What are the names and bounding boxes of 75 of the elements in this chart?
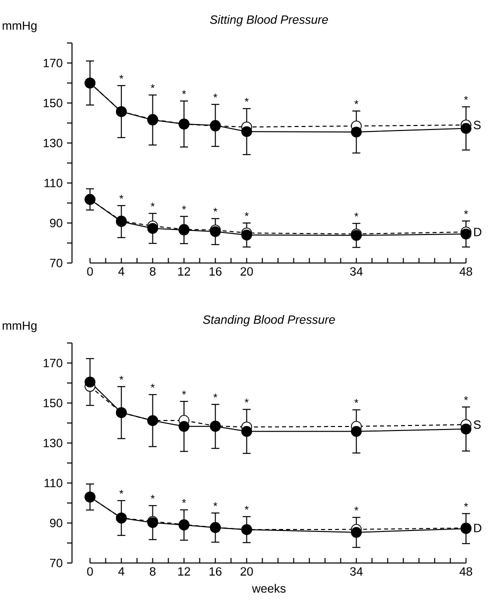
x-tick-label: 12 (178, 267, 190, 276)
annotation: * (213, 94, 218, 98)
y-tick-label: 110 (44, 478, 62, 488)
point (350, 426, 362, 437)
point (350, 126, 362, 138)
x-tick-label: 8 (150, 267, 156, 276)
point (241, 126, 252, 137)
chart-title: Standing Blood Pressure (202, 315, 335, 326)
x-tick-label: 16 (210, 567, 222, 576)
point (460, 424, 472, 434)
point (147, 222, 158, 234)
y-axis-title: mmHg (2, 21, 36, 32)
x-tick-label: 8 (150, 567, 156, 576)
annotation: * (150, 384, 155, 388)
annotation: * (464, 502, 468, 507)
annotation: * (354, 100, 358, 104)
x-tick-label: 20 (240, 267, 253, 276)
annotation: * (464, 210, 468, 214)
annotation: * (464, 396, 468, 400)
y-tick-label: 150 (44, 98, 62, 108)
annotation: * (182, 206, 186, 210)
y-axis-title: mmHg (2, 321, 36, 332)
x-tick-label: 4 (118, 267, 124, 276)
annotation: * (354, 212, 358, 216)
point (84, 376, 96, 388)
point (460, 122, 472, 134)
x-tick-label: 0 (87, 267, 93, 276)
annotation: D (474, 524, 482, 532)
x-tick-label: 34 (350, 267, 363, 276)
annotation: * (213, 502, 218, 506)
annotation: * (182, 390, 186, 394)
annotation: * (119, 194, 124, 199)
y-tick-label: 130 (44, 138, 62, 148)
annotation: * (244, 506, 249, 510)
annotation: * (354, 506, 358, 510)
y-tick-label: 70 (50, 558, 62, 568)
annotation: * (182, 90, 186, 94)
annotation: D (474, 228, 482, 236)
y-tick-label: 90 (50, 518, 62, 528)
chart-title: Sitting Blood Pressure (210, 15, 328, 26)
annotation: S (474, 420, 481, 429)
annotation: * (182, 499, 186, 503)
annotation: * (150, 202, 155, 206)
annotation: * (464, 96, 468, 100)
y-tick-label: 150 (44, 398, 62, 408)
x-tick-label: 16 (210, 267, 222, 276)
x-tick-label: 34 (350, 567, 363, 576)
annotation: * (244, 98, 249, 102)
annotation: * (119, 376, 124, 380)
annotation: * (213, 394, 218, 398)
annotation: S (474, 120, 481, 130)
y-tick-label: 110 (44, 178, 62, 188)
annotation: * (244, 398, 249, 402)
annotation: * (119, 74, 124, 79)
x-tick-label: 4 (118, 567, 124, 576)
annotation: * (354, 399, 358, 403)
x-tick-label: 48 (460, 567, 472, 576)
point (241, 426, 252, 437)
x-tick-label: 48 (460, 267, 472, 276)
x-tick-label: 20 (240, 567, 253, 576)
point (350, 527, 362, 538)
y-tick-label: 90 (50, 218, 62, 228)
annotation: * (244, 212, 249, 216)
annotation: * (150, 84, 155, 88)
y-tick-label: 170 (44, 358, 62, 368)
point (178, 421, 190, 432)
y-tick-label: 170 (44, 58, 62, 68)
annotation: * (119, 490, 124, 494)
annotation: * (213, 208, 218, 212)
x-tick-label: 0 (87, 567, 93, 576)
y-tick-label: 70 (50, 258, 62, 268)
x-axis-title: weeks (252, 584, 286, 593)
annotation: * (150, 494, 155, 499)
y-tick-label: 130 (44, 438, 62, 448)
x-tick-label: 12 (178, 567, 190, 576)
